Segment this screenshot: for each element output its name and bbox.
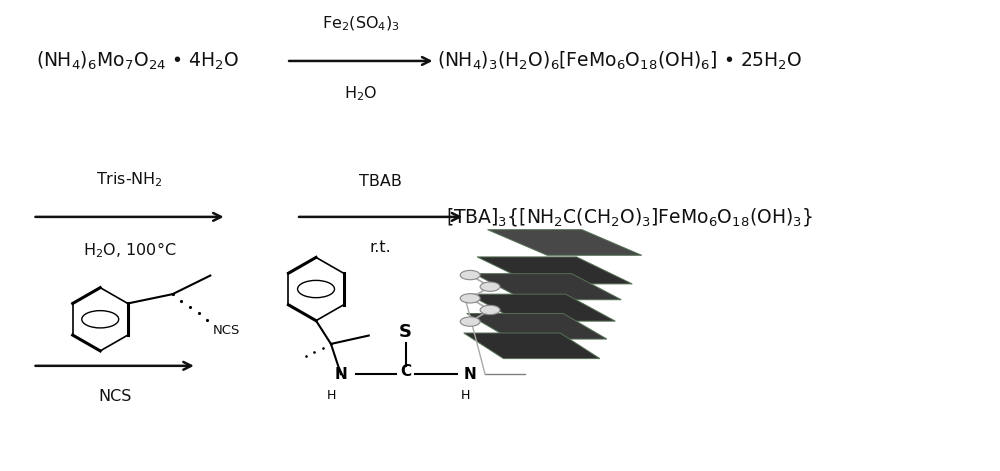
Text: N: N bbox=[464, 367, 477, 382]
Polygon shape bbox=[474, 274, 621, 300]
Text: H$_2$O: H$_2$O bbox=[344, 84, 377, 103]
Text: C: C bbox=[400, 365, 411, 379]
Text: NCS: NCS bbox=[212, 325, 240, 337]
Circle shape bbox=[480, 305, 500, 315]
Text: H: H bbox=[461, 389, 470, 402]
Polygon shape bbox=[477, 257, 632, 284]
Circle shape bbox=[460, 294, 480, 303]
Text: NCS: NCS bbox=[98, 389, 131, 404]
Text: Tris-NH$_2$: Tris-NH$_2$ bbox=[96, 170, 163, 189]
Circle shape bbox=[480, 282, 500, 292]
Text: H$_2$O, 100°C: H$_2$O, 100°C bbox=[83, 240, 176, 260]
Text: S: S bbox=[399, 323, 412, 341]
Polygon shape bbox=[488, 230, 642, 255]
Text: N: N bbox=[335, 367, 347, 382]
Text: Fe$_2$(SO$_4$)$_3$: Fe$_2$(SO$_4$)$_3$ bbox=[322, 15, 400, 33]
Text: r.t.: r.t. bbox=[370, 240, 392, 255]
Circle shape bbox=[460, 317, 480, 326]
Polygon shape bbox=[468, 294, 615, 321]
Text: [TBA]$_3${[NH$_2$C(CH$_2$O)$_3$]FeMo$_6$O$_{18}$(OH)$_3$}: [TBA]$_3${[NH$_2$C(CH$_2$O)$_3$]FeMo$_6$… bbox=[446, 206, 813, 228]
Text: (NH$_4$)$_3$(H$_2$O)$_6$[FeMo$_6$O$_{18}$(OH)$_6$] • 25H$_2$O: (NH$_4$)$_3$(H$_2$O)$_6$[FeMo$_6$O$_{18}… bbox=[437, 50, 802, 72]
Text: (NH$_4$)$_6$Mo$_7$O$_{24}$ • 4H$_2$O: (NH$_4$)$_6$Mo$_7$O$_{24}$ • 4H$_2$O bbox=[36, 50, 239, 72]
Text: H: H bbox=[326, 389, 336, 402]
Polygon shape bbox=[467, 314, 607, 339]
Text: TBAB: TBAB bbox=[359, 174, 402, 189]
Polygon shape bbox=[464, 333, 600, 358]
Circle shape bbox=[460, 270, 480, 280]
